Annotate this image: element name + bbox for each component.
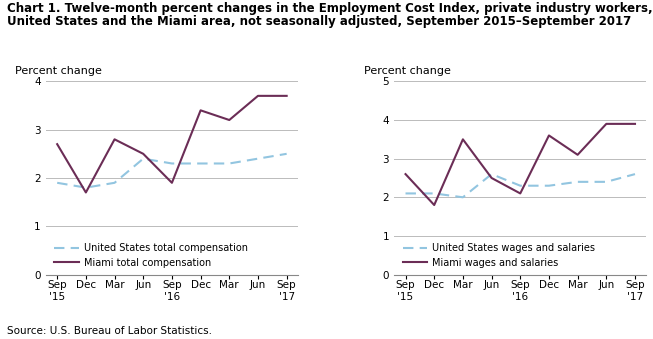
Legend: United States wages and salaries, Miami wages and salaries: United States wages and salaries, Miami … [399,239,599,272]
Miami wages and salaries [574,153,582,157]
Miami total compensation [168,181,176,185]
United States total compensation [168,161,176,165]
Miami wages and salaries [402,172,409,176]
United States total compensation [54,181,61,185]
Text: United States and the Miami area, not seasonally adjusted, September 2015–Septem: United States and the Miami area, not se… [7,15,631,28]
Miami total compensation [254,94,262,98]
United States wages and salaries [517,184,524,188]
Text: Chart 1. Twelve-month percent changes in the Employment Cost Index, private indu: Chart 1. Twelve-month percent changes in… [7,2,652,15]
Miami wages and salaries [545,134,553,138]
United States total compensation [254,157,262,161]
Miami total compensation [139,152,147,156]
United States wages and salaries [459,195,467,199]
Miami total compensation [82,191,89,195]
Line: Miami total compensation: Miami total compensation [57,96,287,193]
United States wages and salaries [402,192,409,196]
United States total compensation [82,186,89,190]
Miami wages and salaries [603,122,611,126]
Text: Source: U.S. Bureau of Labor Statistics.: Source: U.S. Bureau of Labor Statistics. [7,326,212,336]
United States total compensation [225,161,233,165]
Miami wages and salaries [631,122,639,126]
Line: United States wages and salaries: United States wages and salaries [406,174,635,197]
Miami total compensation [197,108,204,113]
Miami wages and salaries [517,192,524,196]
United States total compensation [283,152,291,156]
Miami wages and salaries [459,137,467,141]
United States wages and salaries [603,180,611,184]
Legend: United States total compensation, Miami total compensation: United States total compensation, Miami … [50,239,251,272]
United States wages and salaries [574,180,582,184]
United States total compensation [110,181,118,185]
Miami wages and salaries [488,176,496,180]
United States wages and salaries [430,192,438,196]
Miami total compensation [225,118,233,122]
United States wages and salaries [488,172,496,176]
Miami total compensation [283,94,291,98]
Miami total compensation [110,137,118,141]
Text: Percent change: Percent change [364,65,451,76]
United States total compensation [139,157,147,161]
United States total compensation [197,161,204,165]
Miami wages and salaries [430,203,438,207]
United States wages and salaries [631,172,639,176]
Miami total compensation [54,142,61,146]
Line: United States total compensation: United States total compensation [57,154,287,188]
Line: Miami wages and salaries: Miami wages and salaries [406,124,635,205]
Text: Percent change: Percent change [16,65,103,76]
United States wages and salaries [545,184,553,188]
